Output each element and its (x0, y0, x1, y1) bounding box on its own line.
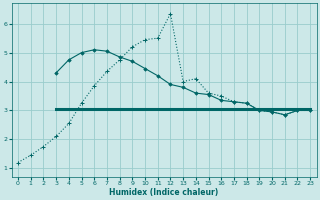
X-axis label: Humidex (Indice chaleur): Humidex (Indice chaleur) (109, 188, 219, 197)
